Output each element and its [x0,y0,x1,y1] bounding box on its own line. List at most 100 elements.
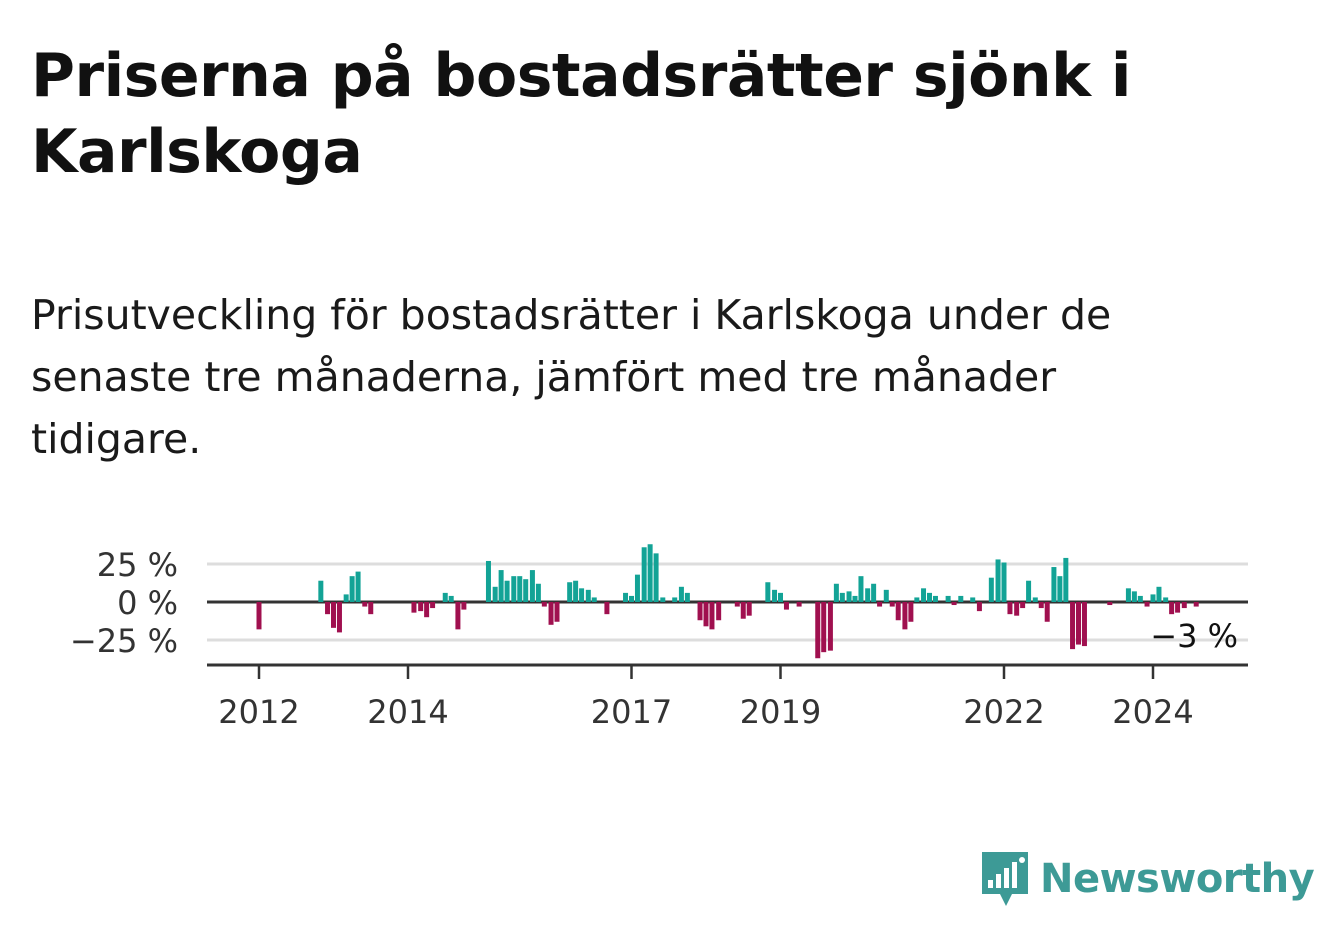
bar [585,589,591,602]
bar [970,597,976,602]
bar [827,602,833,651]
bar [1001,562,1007,602]
x-tick-label: 2024 [1112,693,1193,731]
x-tick-label: 2019 [740,693,821,731]
bar [1137,595,1143,602]
y-tick-label: −25 % [70,622,178,660]
logo-dot [1019,857,1025,863]
bar [325,602,331,615]
newsworthy-bars-icon [982,852,1028,906]
bar [343,594,349,602]
bar [485,560,491,602]
bar [1193,602,1199,607]
bar [504,580,510,602]
bar [1020,602,1026,609]
bar [976,602,982,612]
y-tick-label: 25 % [97,546,178,584]
bar [567,582,573,602]
bar [883,589,889,602]
bar [1181,602,1187,609]
bar [535,583,541,602]
bar [362,602,368,607]
bar [529,570,535,602]
y-tick-label: 0 % [117,584,178,622]
bar [349,576,355,602]
bar [709,602,715,630]
bar [921,588,927,602]
bar [846,591,852,602]
bar [927,592,932,602]
bar [815,602,821,659]
logo-bar [996,874,1001,888]
bar-chart: 25 %0 %−25 % 2012 2014 2017 2019 2022 2024 −3 … [70,544,1248,731]
bar [418,602,424,612]
bar [591,597,597,602]
bar [796,602,802,607]
bar [833,583,839,602]
bar [318,580,324,602]
bar [461,602,467,610]
bar [1032,597,1038,602]
bar [442,592,448,602]
bar [821,602,827,653]
bar [889,602,895,607]
bar [1070,602,1076,650]
bar [945,595,951,602]
bar [1038,602,1044,609]
bar [1125,588,1131,602]
bar [647,544,653,602]
bar [839,592,845,602]
bar [914,597,920,602]
x-tick-label: 2012 [218,693,299,731]
bar [865,588,871,602]
bar [411,602,417,613]
axes: 25 %0 %−25 % 2012 2014 2017 2019 2022 2024 [70,546,1248,731]
bar [1163,597,1169,602]
bar [629,595,634,602]
bar [498,570,504,602]
bar [1169,602,1175,615]
bar [684,592,690,602]
bar [772,589,778,602]
bar [932,595,938,602]
bar [331,602,336,628]
bar [1026,580,1032,602]
bar [703,602,709,627]
bar [641,547,647,602]
last-value-label: −3 % [1150,617,1238,655]
bar [660,597,666,602]
bar [1051,567,1057,602]
bar [579,588,585,602]
bar [1081,602,1087,647]
chart-subtitle: Prisutveckling för bostadsrätter i Karls… [31,291,1112,463]
logo-bar [1012,862,1017,888]
bar [902,602,908,630]
bar [995,559,1001,602]
bar [697,602,703,621]
bar [1144,602,1150,607]
bar [424,602,430,618]
bar [368,602,374,615]
x-tick-label: 2017 [591,693,672,731]
bar [678,586,684,602]
bar [1014,602,1020,616]
bar [517,576,523,602]
bar [511,576,517,602]
bar [1007,602,1013,615]
brand-name: Newsworthy [1040,856,1315,902]
chart-title: Priserna på bostadsrätter sjönk i Karlsk… [31,41,1131,187]
bar [548,602,554,625]
bar [523,579,529,602]
bar [1057,576,1063,602]
newsworthy-logo: Newsworthy [980,848,1315,910]
bar [492,586,498,602]
x-tick-label: 2014 [367,693,448,731]
bar [740,602,746,619]
logo-bar [1004,868,1009,888]
bar [573,580,579,602]
bar [1076,602,1081,645]
bar [604,602,610,615]
bar [783,602,789,610]
bar [877,602,883,607]
bar [852,595,858,602]
